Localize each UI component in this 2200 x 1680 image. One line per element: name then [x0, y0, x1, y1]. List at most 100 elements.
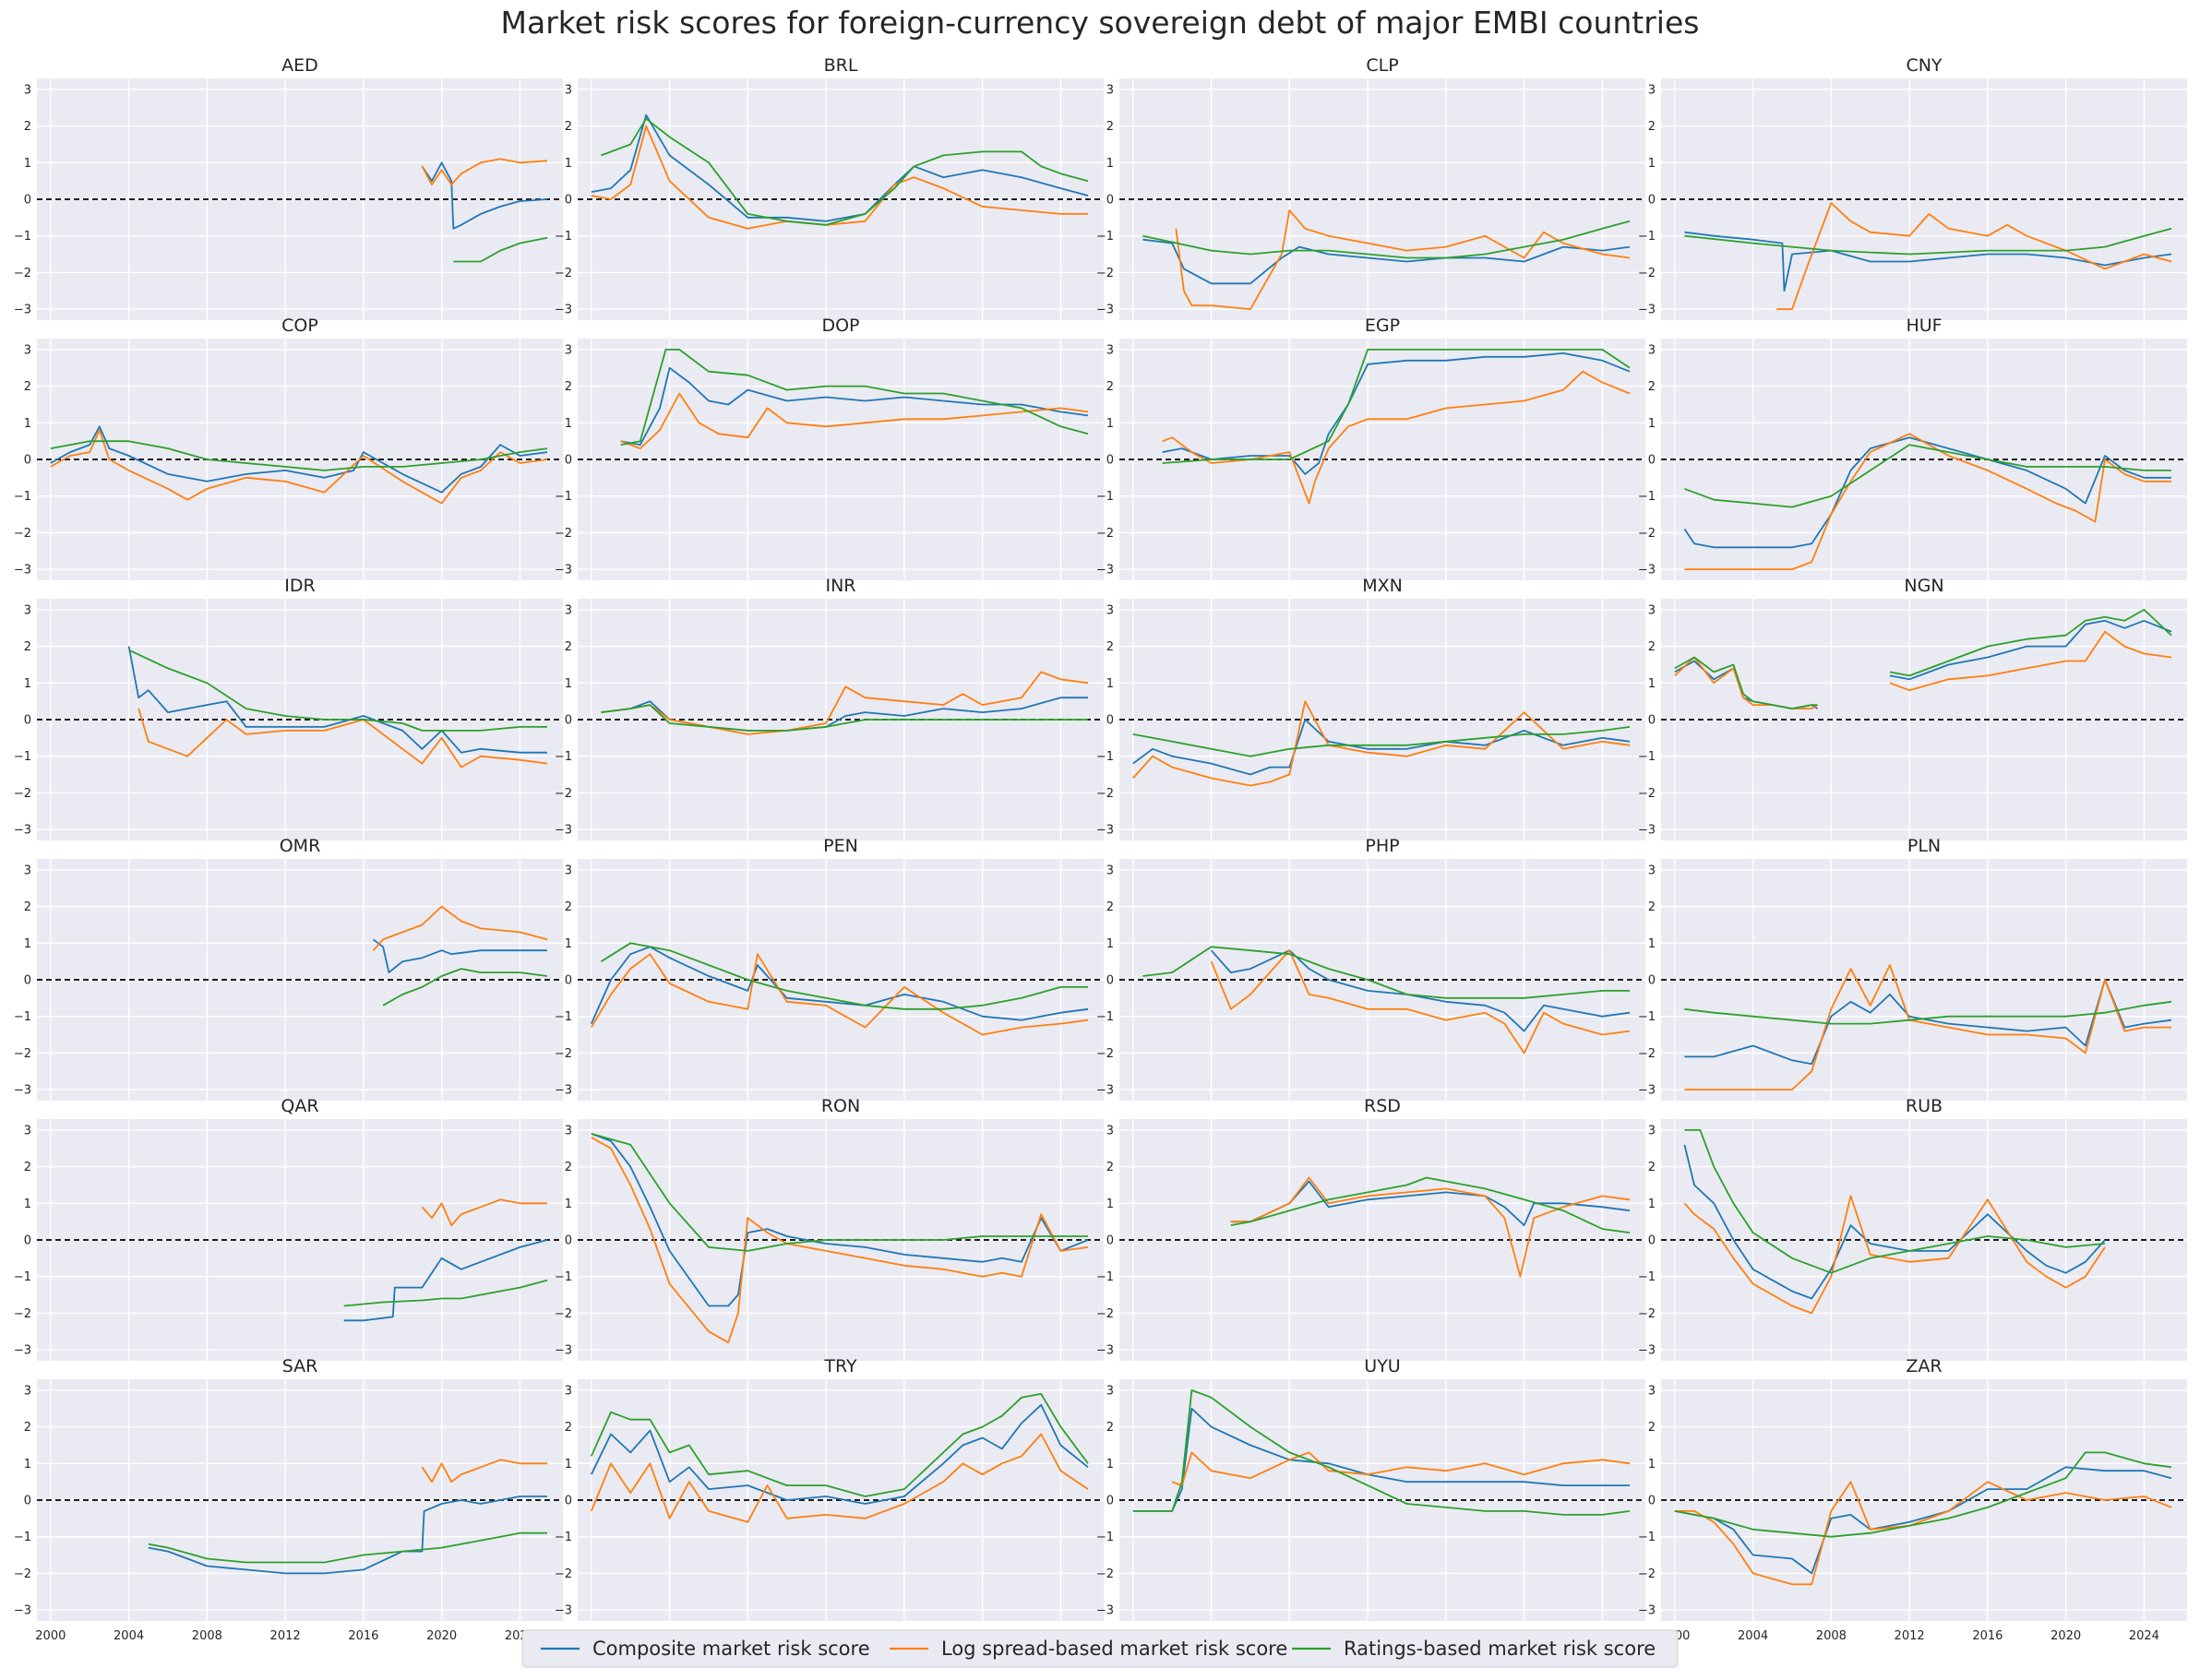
- panel-title: BRL: [824, 55, 858, 76]
- y-tick-label: 2: [1106, 1161, 1114, 1174]
- y-tick-label: −2: [1096, 527, 1114, 541]
- y-tick-label: −2: [555, 1047, 572, 1061]
- panel-title: DOP: [821, 316, 859, 336]
- y-tick-label: 3: [565, 864, 572, 877]
- series-line-composite: [1142, 238, 1631, 285]
- series-line-ratings: [1132, 726, 1631, 757]
- series-line-composite: [590, 1403, 1089, 1505]
- y-tick-label: 2: [1106, 1421, 1114, 1435]
- y-tick-label: 0: [1648, 714, 1656, 728]
- panel-pln: PLN −3 −2 −1 0 1 2 3: [1638, 836, 2187, 1101]
- panel-title: CNY: [1906, 55, 1942, 76]
- x-tick-label: 2012: [270, 1629, 301, 1643]
- y-tick-label: 1: [1648, 1458, 1656, 1471]
- y-tick-label: −2: [14, 527, 31, 541]
- y-tick-label: 3: [24, 603, 31, 617]
- series-line-log-spread: [620, 392, 1089, 450]
- y-tick-label: −1: [1096, 1270, 1114, 1284]
- panel-title: PLN: [1907, 836, 1941, 856]
- panel-omr: OMR −3 −2 −1 0 1 2 3: [14, 836, 563, 1101]
- y-tick-label: 0: [1106, 714, 1114, 728]
- y-tick-label: −3: [555, 1604, 572, 1618]
- y-tick-label: −1: [1638, 230, 1656, 244]
- series-line-ratings: [1684, 227, 2172, 256]
- y-tick-label: 2: [1648, 1421, 1656, 1435]
- y-tick-label: 3: [565, 1124, 572, 1138]
- y-tick-label: 0: [24, 454, 31, 468]
- panel-idr: IDR −3 −2 −1 0 1 2 3: [14, 576, 563, 840]
- y-tick-label: −3: [1096, 1604, 1114, 1618]
- x-tick-label: 2004: [114, 1629, 144, 1643]
- y-tick-label: 2: [565, 120, 572, 134]
- y-tick-label: 1: [565, 157, 572, 171]
- series-line-ratings: [590, 1393, 1089, 1497]
- y-tick-label: 3: [24, 343, 31, 357]
- panel-inr: INR −3 −2 −1 0 1 2 3: [555, 576, 1104, 840]
- y-tick-label: 0: [565, 1495, 572, 1508]
- panel-brl: BRL −3 −2 −1 0 1 2 3: [555, 55, 1104, 320]
- y-tick-label: −2: [14, 787, 31, 801]
- y-tick-label: −3: [555, 564, 572, 578]
- y-tick-label: 0: [565, 714, 572, 728]
- panel-title: QAR: [281, 1096, 318, 1116]
- series-line-ratings: [1132, 1389, 1631, 1516]
- series-line-composite: [620, 366, 1089, 447]
- series-line-composite: [1889, 619, 2172, 681]
- y-tick-label: 1: [565, 1197, 572, 1211]
- y-tick-label: −2: [14, 1567, 31, 1581]
- y-tick-label: −1: [1638, 1010, 1656, 1024]
- y-tick-label: 3: [1106, 1384, 1114, 1398]
- series-line-log-spread: [1674, 1481, 2172, 1586]
- y-tick-label: 3: [1648, 83, 1656, 97]
- y-tick-label: −2: [14, 1307, 31, 1321]
- y-tick-label: 3: [24, 1384, 31, 1398]
- series-line-composite: [591, 113, 1089, 222]
- y-tick-label: 0: [1106, 194, 1114, 208]
- panel-rub: RUB −3 −2 −1 0 1 2 3: [1638, 1096, 2187, 1361]
- y-tick-label: 1: [24, 1458, 31, 1471]
- panel-rsd: RSD −3 −2 −1 0 1 2 3: [1096, 1096, 1645, 1361]
- y-tick-label: 2: [565, 380, 572, 394]
- y-tick-label: −1: [14, 1010, 31, 1024]
- y-tick-label: 0: [565, 974, 572, 988]
- legend-label: Ratings-based market risk score: [1344, 1638, 1656, 1660]
- panel-huf: HUF −3 −2 −1 0 1 2 3: [1638, 316, 2187, 580]
- y-tick-label: −2: [1638, 1047, 1656, 1061]
- y-tick-label: −3: [555, 304, 572, 317]
- panel-egp: EGP −3 −2 −1 0 1 2 3: [1096, 316, 1645, 580]
- panel-cny: CNY −3 −2 −1 0 1 2 3: [1638, 55, 2187, 320]
- panel-title: RUB: [1906, 1096, 1943, 1116]
- y-tick-label: 0: [1648, 974, 1656, 988]
- y-tick-label: −2: [1096, 267, 1114, 280]
- y-tick-label: 1: [1648, 157, 1656, 171]
- y-tick-label: −1: [1096, 490, 1114, 504]
- panel-title: OMR: [280, 836, 321, 856]
- y-tick-label: −2: [1638, 787, 1656, 801]
- y-tick-label: −2: [555, 527, 572, 541]
- y-tick-label: 3: [1106, 603, 1114, 617]
- series-line-ratings: [128, 649, 547, 732]
- series-line-ratings: [1142, 220, 1631, 259]
- series-line-log-spread: [1776, 202, 2172, 311]
- x-tick-label: 2012: [1895, 1629, 1925, 1643]
- series-line-log-spread: [1171, 1451, 1631, 1486]
- y-tick-label: −1: [1096, 230, 1114, 244]
- y-tick-label: 2: [565, 640, 572, 654]
- y-tick-label: −2: [14, 267, 31, 280]
- y-tick-label: 2: [565, 1421, 572, 1435]
- y-tick-label: −2: [1638, 267, 1656, 280]
- y-tick-label: −3: [14, 824, 31, 838]
- gridlines: [1661, 599, 2187, 840]
- y-tick-label: 3: [565, 343, 572, 357]
- y-tick-label: 0: [24, 1234, 31, 1248]
- y-tick-label: 2: [1106, 380, 1114, 394]
- y-tick-label: 2: [1648, 120, 1656, 134]
- panel-title: RSD: [1364, 1096, 1401, 1116]
- series-line-ratings: [343, 1279, 548, 1307]
- y-tick-label: 2: [24, 380, 31, 394]
- y-tick-label: 1: [24, 1197, 31, 1211]
- y-tick-label: −3: [14, 564, 31, 578]
- y-tick-label: 3: [1648, 864, 1656, 877]
- series-line-ratings: [453, 236, 548, 263]
- y-tick-label: −1: [555, 230, 572, 244]
